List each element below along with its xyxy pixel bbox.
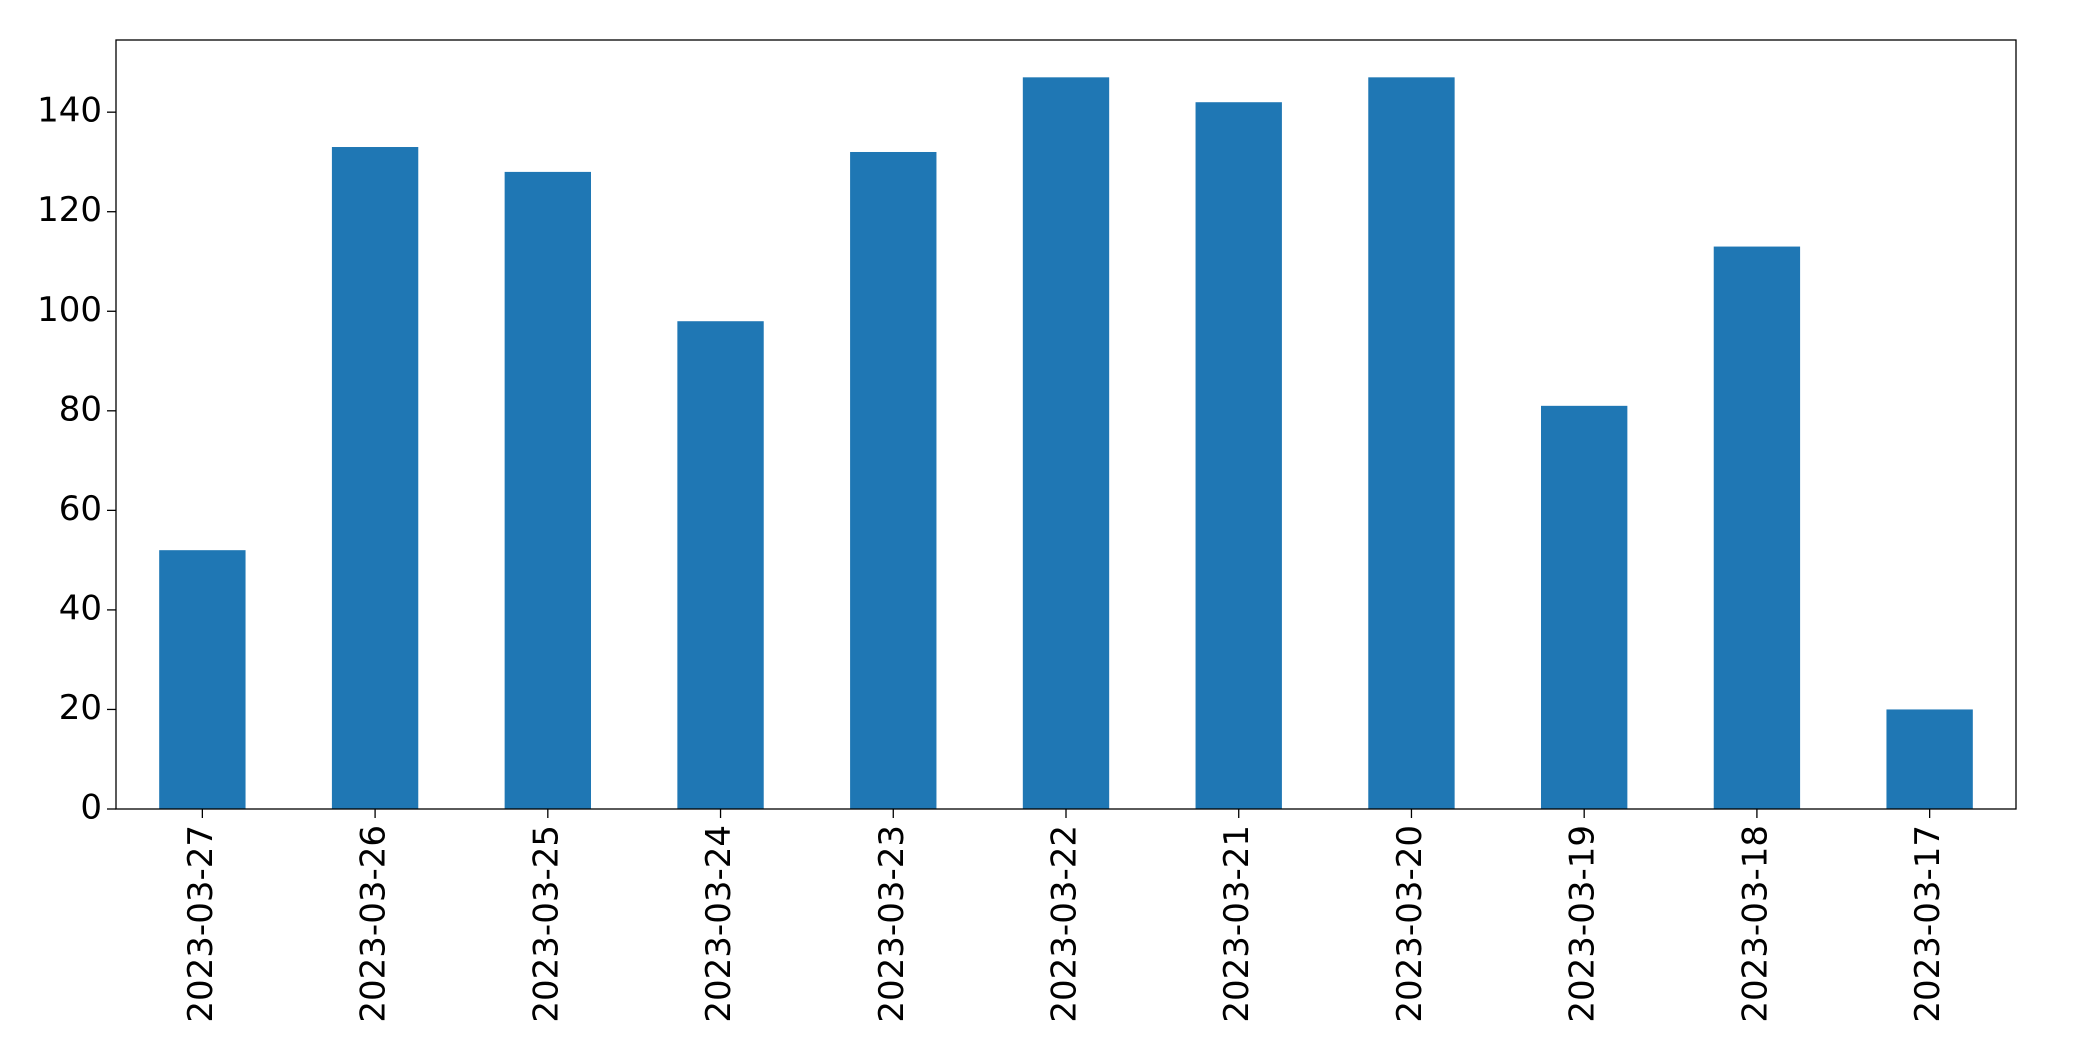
plot-frame (115, 39, 2017, 810)
x-tick-label: 2023-03-18 (1735, 825, 1775, 1023)
y-tick-label: 20 (59, 688, 102, 728)
bar (1022, 77, 1110, 810)
y-tick-label: 60 (59, 489, 102, 529)
x-tick-label: 2023-03-26 (354, 825, 394, 1023)
y-tick-label: 40 (59, 588, 102, 628)
x-tick-label: 2023-03-25 (526, 825, 566, 1023)
x-tick-label: 2023-03-22 (1045, 825, 1085, 1023)
y-tick-label: 0 (80, 788, 102, 828)
x-tick-label: 2023-03-17 (1908, 825, 1948, 1023)
bar (504, 171, 591, 810)
y-tick-label: 140 (37, 91, 102, 131)
x-tick-label: 2023-03-27 (181, 825, 221, 1023)
x-tick-label: 2023-03-21 (1217, 825, 1257, 1023)
x-tick-label: 2023-03-19 (1563, 825, 1603, 1023)
bar (1541, 405, 1628, 809)
bar (331, 147, 419, 809)
x-tick-label: 2023-03-24 (699, 825, 739, 1023)
y-tick-label: 80 (59, 389, 102, 429)
x-tick-label: 2023-03-20 (1390, 825, 1430, 1023)
bar (850, 151, 937, 809)
bar (1195, 102, 1282, 810)
y-tick-label: 120 (37, 190, 102, 230)
x-tick-label: 2023-03-23 (872, 825, 912, 1023)
bar (677, 321, 764, 809)
bar (1713, 246, 1801, 809)
y-tick-label: 100 (37, 290, 102, 330)
bar (1886, 709, 1973, 809)
bar (1368, 77, 1455, 810)
bar (159, 550, 246, 809)
